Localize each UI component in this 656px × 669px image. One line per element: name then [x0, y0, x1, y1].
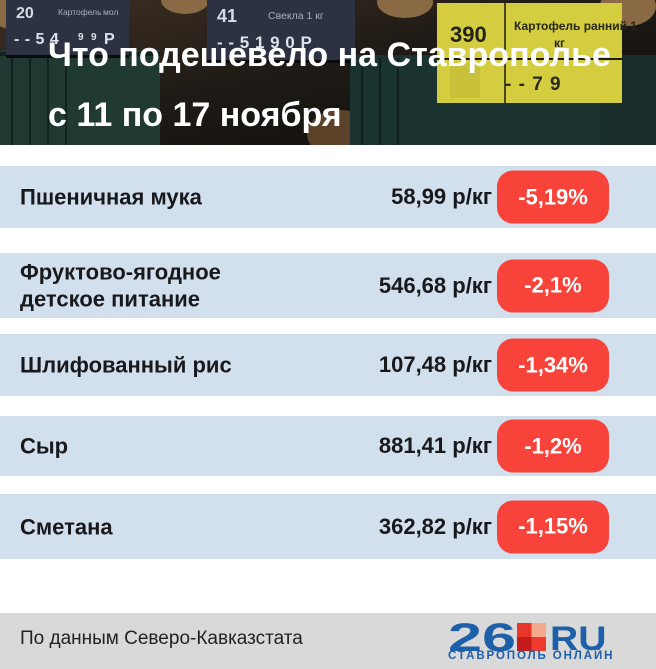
svg-text:20: 20 [16, 5, 34, 22]
svg-text:41: 41 [217, 6, 237, 26]
svg-text:СТАВРОПОЛЬ ОНЛАЙН: СТАВРОПОЛЬ ОНЛАЙН [448, 649, 614, 662]
svg-text:Картофель: Картофель [58, 7, 102, 17]
svg-text:мол: мол [103, 7, 118, 17]
svg-text:- - 7 9: - - 7 9 [505, 74, 562, 95]
svg-text:Свекла 1 кг: Свекла 1 кг [268, 10, 324, 22]
svg-text:Картофель ранний 1: Картофель ранний 1 [514, 19, 637, 33]
